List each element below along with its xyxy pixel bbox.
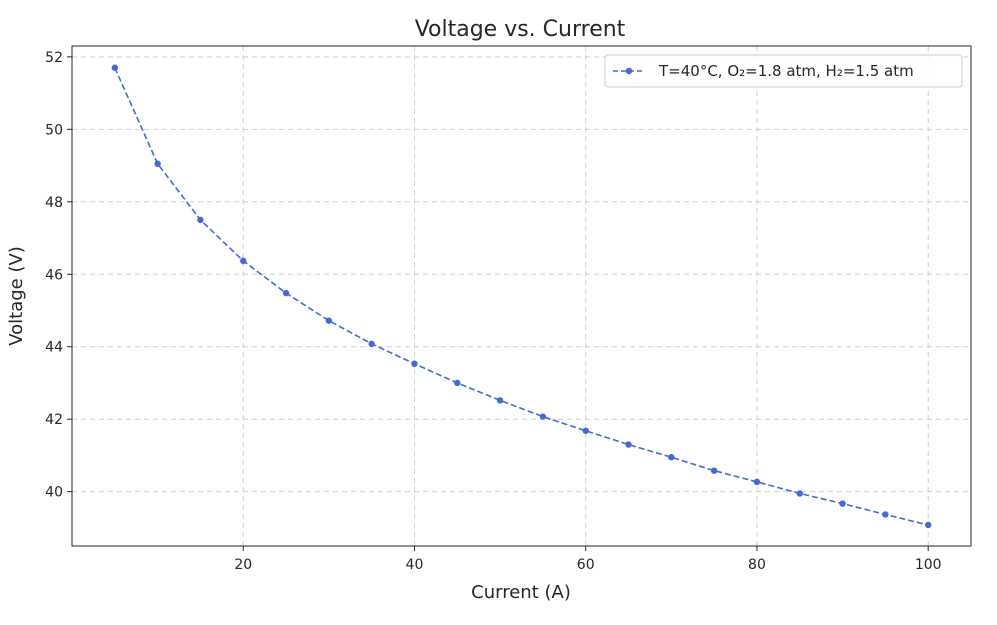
- y-tick-label: 52: [45, 50, 63, 66]
- x-tick-label: 40: [406, 557, 424, 573]
- y-tick-label: 44: [45, 340, 63, 356]
- y-tick-label: 46: [45, 267, 63, 283]
- data-point: [882, 511, 889, 518]
- x-tick-label: 100: [915, 557, 942, 573]
- data-point: [839, 500, 846, 507]
- data-point: [368, 340, 375, 348]
- y-axis-title: Voltage (V): [6, 246, 27, 346]
- data-point: [924, 521, 932, 529]
- y-tick-label: 48: [45, 195, 63, 211]
- data-point: [197, 216, 204, 224]
- data-point: [240, 257, 247, 265]
- legend-box: [604, 54, 963, 88]
- data-point: [111, 64, 119, 71]
- legend: T=40°C, O₂=1.8 atm, H₂=1.5 atm: [604, 54, 963, 88]
- grid: [72, 46, 971, 546]
- y-tick-label: 42: [45, 412, 63, 428]
- data-point: [454, 379, 461, 387]
- y-tick-label: 40: [45, 485, 63, 501]
- data-point: [582, 427, 589, 434]
- series-line-0: [114, 67, 929, 526]
- x-axis-title: Current (A): [471, 582, 571, 603]
- data-point: [282, 289, 290, 297]
- data-point: [154, 160, 161, 167]
- legend-label: T=40°C, O₂=1.8 atm, H₂=1.5 atm: [658, 62, 914, 80]
- y-tick-label: 50: [45, 122, 63, 138]
- data-point: [753, 478, 761, 486]
- data-point: [325, 317, 333, 324]
- data-point: [796, 490, 803, 497]
- data-point: [539, 413, 547, 420]
- plot-area-frame: [71, 45, 972, 547]
- x-tick-label: 20: [234, 557, 252, 573]
- data-point: [411, 360, 418, 367]
- series-layer: [111, 64, 932, 529]
- data-point: [668, 454, 675, 461]
- x-tick-label: 80: [748, 557, 766, 573]
- data-point: [710, 467, 718, 474]
- axis-ticks: 20 40 60 80 100 40 42 44 46 48 50 52: [45, 50, 941, 573]
- data-point: [496, 397, 504, 404]
- x-tick-label: 60: [577, 557, 595, 573]
- legend-marker-swatch: [625, 67, 633, 75]
- data-point: [625, 441, 632, 448]
- chart-title: Voltage vs. Current: [415, 17, 626, 42]
